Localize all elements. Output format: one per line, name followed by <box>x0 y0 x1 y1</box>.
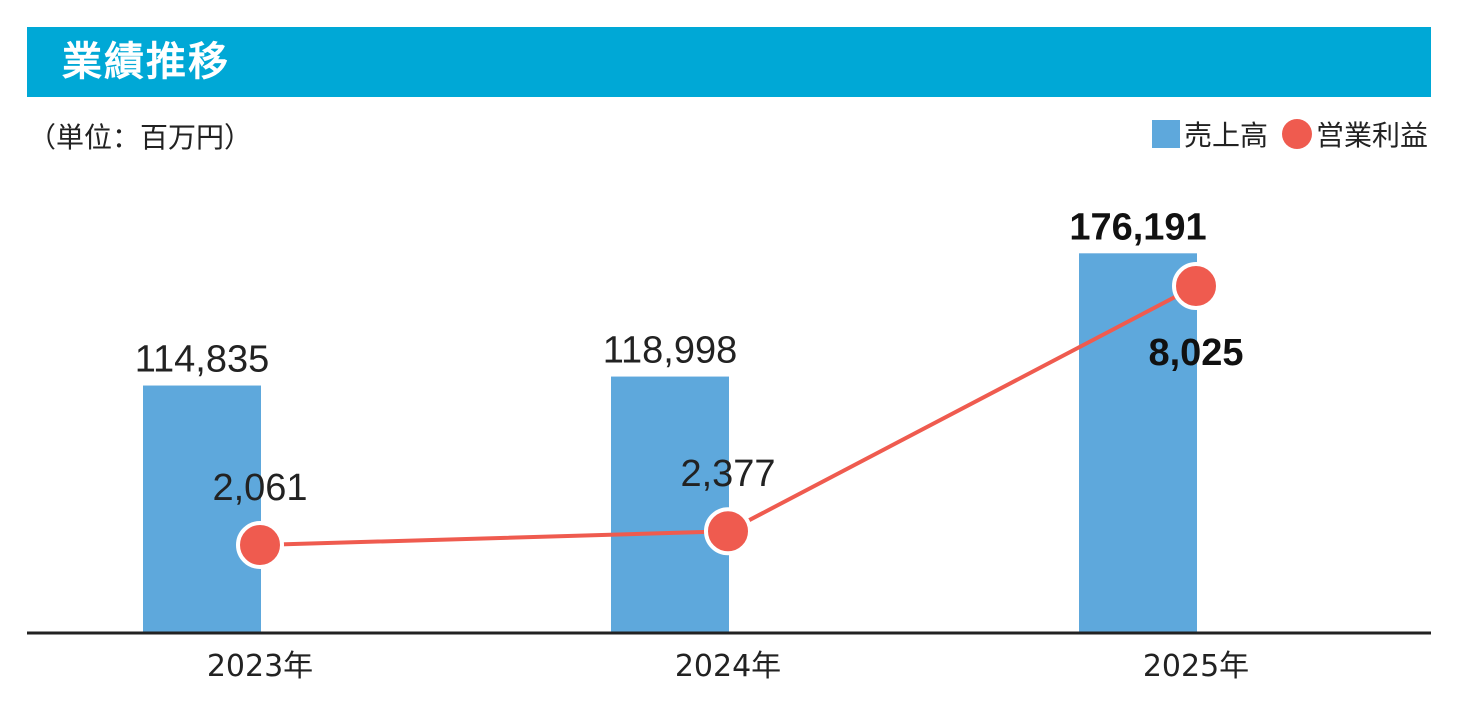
legend-dot-swatch <box>1281 119 1312 149</box>
bar-1 <box>143 385 261 633</box>
bar-2 <box>611 376 729 633</box>
chart-title: 業績推移 <box>62 39 230 85</box>
category-label-1: 2023年 <box>207 649 313 684</box>
profit-value-label-1: 2,061 <box>212 467 307 509</box>
profit-value-label-2: 2,377 <box>680 453 775 495</box>
bar-value-label-2: 118,998 <box>603 330 738 372</box>
category-label-3: 2025年 <box>1143 649 1249 684</box>
legend-item-profit: 営業利益 <box>1281 114 1428 154</box>
unit-label: （単位：百万円） <box>28 121 253 154</box>
bar-3 <box>1079 253 1197 633</box>
profit-point-2 <box>704 507 752 556</box>
title-bar <box>27 27 1431 97</box>
legend-sales-label: 売上高 <box>1183 119 1268 152</box>
profit-value-label-3: 8,025 <box>1148 332 1243 374</box>
legend-item-sales: 売上高 <box>1151 114 1268 154</box>
legend: 売上高 営業利益 <box>1138 114 1428 154</box>
category-label-2: 2024年 <box>675 649 781 684</box>
bar-value-label-3: 176,191 <box>1069 206 1206 248</box>
profit-point-1 <box>236 521 284 569</box>
profit-point-3 <box>1172 262 1220 310</box>
legend-bar-swatch <box>1151 120 1180 148</box>
legend-profit-label: 営業利益 <box>1315 119 1428 152</box>
bar-value-label-1: 114,835 <box>135 339 270 381</box>
